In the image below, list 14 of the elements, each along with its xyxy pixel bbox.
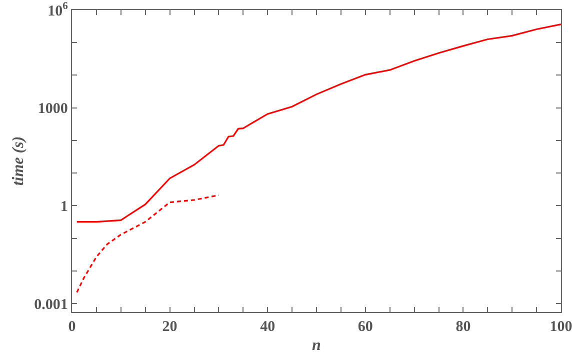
x-tick-label: 60 bbox=[358, 319, 373, 336]
line-series bbox=[76, 23, 561, 223]
line-series bbox=[76, 194, 220, 294]
x-tick-label: 100 bbox=[550, 319, 572, 336]
x-tick-label: 0 bbox=[68, 319, 76, 336]
x-tick-label: 80 bbox=[456, 319, 471, 336]
y-tick-label: 1 bbox=[60, 198, 68, 215]
y-tick-label: 1000 bbox=[38, 101, 68, 118]
x-tick-label: 40 bbox=[260, 319, 276, 336]
y-tick-label: 0.001 bbox=[34, 296, 68, 313]
y-tick-label: 10$^{6}$ bbox=[48, 0, 68, 20]
x-axis-title: n bbox=[312, 336, 322, 354]
x-tick-label: 20 bbox=[162, 319, 178, 336]
y-axis-title: time (s) bbox=[10, 136, 28, 186]
